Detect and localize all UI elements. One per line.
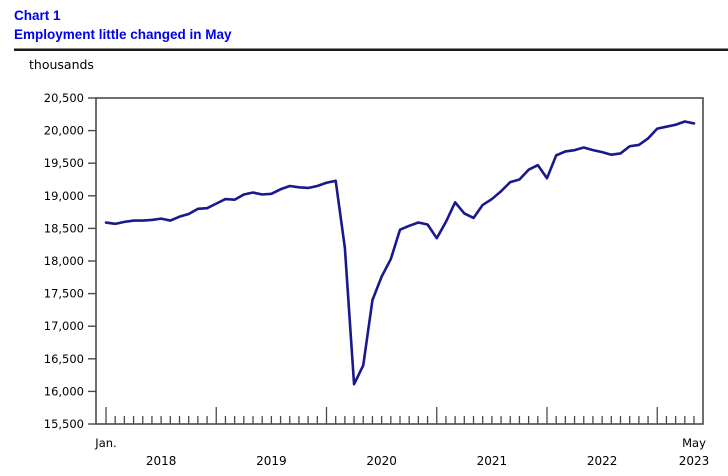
y-tick-label: 16,500 <box>44 352 84 366</box>
x-first-tick-label: Jan. <box>94 436 116 450</box>
x-year-label: 2021 <box>477 454 508 468</box>
employment-series-line <box>104 120 696 386</box>
x-year-label: 2020 <box>366 454 397 468</box>
y-tick-label: 19,500 <box>44 156 84 170</box>
y-tick-label: 16,000 <box>44 384 84 398</box>
y-tick-label: 20,500 <box>44 91 84 105</box>
page-title: Employment little changed in May <box>14 27 232 42</box>
x-year-label: 2019 <box>256 454 287 468</box>
y-tick-label: 17,000 <box>44 319 84 333</box>
y-axis-unit-label: thousands <box>29 57 94 72</box>
chart-header: Chart 1 Employment little changed in May <box>0 0 728 44</box>
x-end-month-label: May <box>682 436 706 450</box>
chart-number: Chart 1 <box>14 8 61 23</box>
y-tick-label: 17,500 <box>44 287 84 301</box>
plot-frame <box>95 97 704 425</box>
y-tick-label: 19,000 <box>44 189 84 203</box>
y-tick-label: 15,500 <box>44 417 84 431</box>
x-year-label: 2018 <box>146 454 177 468</box>
y-tick-label: 18,500 <box>44 221 84 235</box>
x-end-year-label: 2023 <box>679 454 710 468</box>
y-tick-label: 20,000 <box>44 124 84 138</box>
x-year-label: 2022 <box>587 454 618 468</box>
title-divider <box>14 48 728 51</box>
y-tick-label: 18,000 <box>44 254 84 268</box>
